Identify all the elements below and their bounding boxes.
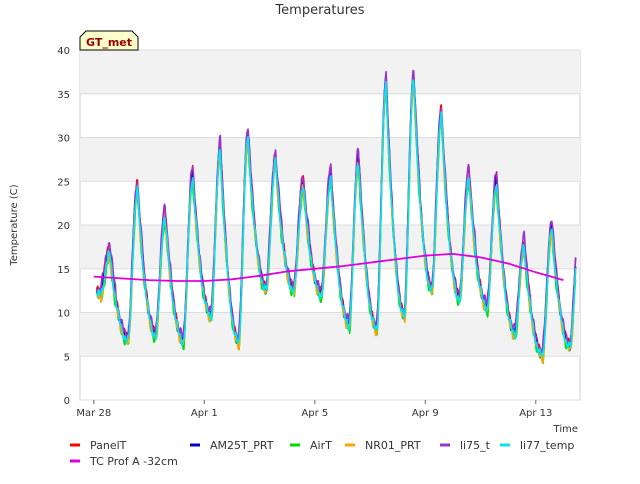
series-line-li77-temp <box>96 79 577 358</box>
x-tick-label: Mar 28 <box>76 408 111 419</box>
y-tick-label: 30 <box>57 134 70 145</box>
legend-label: AirT <box>310 439 332 452</box>
legend-label: AM25T_PRT <box>210 439 274 452</box>
series-line-tc-prof-a-32cm <box>93 252 564 282</box>
site-badge-box <box>79 30 139 51</box>
x-tick-label: Apr 1 <box>191 408 218 419</box>
x-tick-label: Apr 13 <box>519 408 552 419</box>
x-tick-label: Apr 9 <box>412 408 439 419</box>
chart-title: Temperatures <box>274 3 364 18</box>
series-lines <box>93 69 577 364</box>
y-tick-label: 35 <box>57 90 70 101</box>
x-tick-label: Apr 5 <box>301 408 328 419</box>
legend: PanelT AM25T_PRT AirT NR01_PRT li75_t li77_te… <box>70 439 574 468</box>
y-tick-label: 15 <box>57 265 70 276</box>
site-badge-label: GT_met <box>86 36 132 49</box>
y-tick-label: 20 <box>57 221 70 232</box>
y-tick-label: 5 <box>64 352 70 363</box>
legend-label: NR01_PRT <box>365 439 421 452</box>
x-axis-label: Time <box>553 424 578 435</box>
x-axis-ticks: Mar 28 Apr 1 Apr 5 Apr 9 Apr 13 <box>76 400 552 419</box>
y-tick-label: 0 <box>64 396 70 407</box>
y-tick-label: 25 <box>57 177 70 188</box>
legend-label: TC Prof A -32cm <box>89 455 178 468</box>
y-axis-label: Temperature (C) <box>9 184 20 266</box>
grid-band <box>80 50 580 94</box>
legend-label: li75_t <box>460 439 491 452</box>
y-tick-label: 40 <box>57 46 70 57</box>
legend-label: li77_temp <box>520 439 574 452</box>
y-tick-label: 10 <box>57 309 70 320</box>
y-axis-ticks: 0 5 10 15 20 25 30 35 40 <box>57 46 70 407</box>
grid-band <box>80 312 580 357</box>
legend-label: PanelT <box>90 439 127 452</box>
site-badge: GT_met <box>79 30 139 51</box>
